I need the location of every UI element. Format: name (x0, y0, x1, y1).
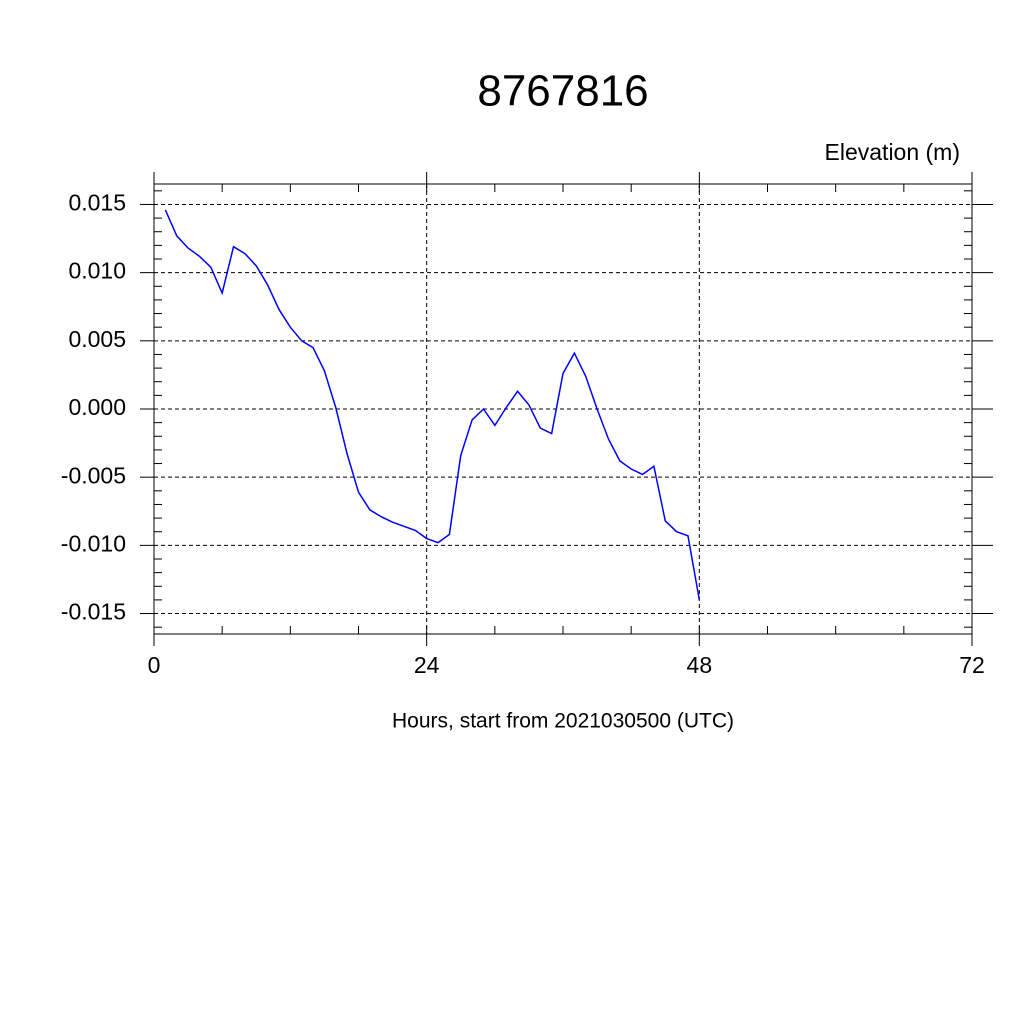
data-line (164, 209, 701, 601)
x-tick-label: 48 (687, 652, 713, 678)
x-tick-label: 24 (414, 652, 440, 678)
y-tick-label: -0.005 (61, 462, 126, 488)
y-tick-label: 0.000 (68, 394, 126, 420)
x-tick-label: 0 (148, 652, 161, 678)
chart-title: 8767816 (477, 67, 648, 116)
y-tick-label: 0.005 (68, 326, 126, 352)
y-tick-label: 0.015 (68, 190, 126, 216)
y-tick-label: -0.010 (61, 530, 126, 556)
y-tick-label: -0.015 (61, 599, 126, 625)
y-tick-label: 0.010 (68, 258, 126, 284)
x-tick-label: 72 (959, 652, 985, 678)
x-axis-label: Hours, start from 2021030500 (UTC) (392, 710, 734, 733)
axis-unit: Elevation (m) (825, 139, 960, 165)
